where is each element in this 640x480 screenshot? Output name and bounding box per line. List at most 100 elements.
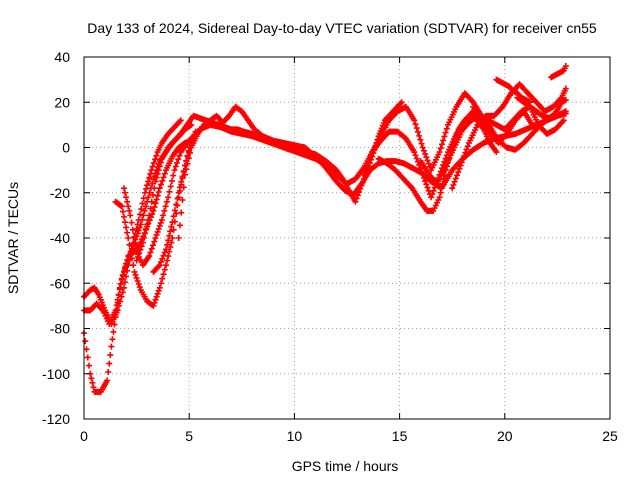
data-point (177, 117, 184, 124)
y-tick-label: 20 (54, 94, 70, 110)
data-point (84, 354, 91, 361)
data-point (451, 178, 458, 185)
data-point (124, 256, 131, 263)
data-point (456, 165, 463, 172)
data-point (159, 255, 166, 262)
data-point (118, 203, 125, 210)
data-point (143, 185, 150, 192)
data-point (150, 192, 157, 199)
data-point (119, 208, 126, 215)
data-point (157, 159, 164, 166)
data-point (163, 246, 170, 253)
data-point (139, 239, 146, 246)
data-point (131, 268, 138, 275)
data-point (147, 170, 154, 177)
data-point (413, 125, 420, 132)
data-point (136, 250, 143, 257)
data-point (158, 280, 165, 287)
data-point (431, 184, 438, 191)
x-tick-label: 10 (287, 428, 303, 444)
data-point (116, 286, 123, 293)
data-point (162, 203, 169, 210)
data-point (172, 163, 179, 170)
data-series (81, 63, 569, 395)
data-point (120, 213, 127, 220)
y-tick-label: -40 (50, 230, 70, 246)
y-tick-label: -20 (50, 185, 70, 201)
data-point (151, 238, 158, 245)
x-tick-label: 20 (497, 428, 513, 444)
data-point (154, 170, 161, 177)
data-point (120, 185, 127, 192)
data-point (368, 152, 375, 159)
data-point (358, 182, 365, 189)
data-point (124, 229, 131, 236)
data-point (362, 168, 369, 175)
data-point (118, 275, 125, 282)
data-point (106, 360, 113, 367)
data-point (428, 194, 435, 201)
data-point (153, 152, 160, 159)
data-point (160, 212, 167, 219)
data-point (127, 248, 134, 255)
data-point (107, 352, 114, 359)
data-point (140, 212, 147, 219)
data-point (359, 179, 366, 186)
data-point (158, 181, 165, 188)
data-point (437, 189, 444, 196)
data-point (134, 254, 141, 261)
data-point (156, 222, 163, 229)
data-point (179, 173, 186, 180)
data-point (146, 212, 153, 219)
data-point (123, 194, 130, 201)
data-point (136, 284, 143, 291)
data-point (184, 152, 191, 159)
data-point (117, 281, 124, 288)
data-point (160, 174, 167, 181)
data-point (176, 152, 183, 159)
data-point (463, 146, 470, 153)
data-point (164, 241, 171, 248)
y-tick-label: 40 (54, 49, 70, 65)
data-point (419, 171, 426, 178)
data-point (82, 338, 89, 345)
data-point (460, 156, 467, 163)
data-point (169, 235, 176, 241)
data-point (113, 302, 120, 309)
data-point (104, 377, 111, 384)
data-point (124, 198, 131, 205)
data-point (140, 195, 147, 202)
data-point (437, 145, 444, 152)
y-tick-label: 0 (62, 140, 70, 156)
data-point (133, 274, 140, 281)
data-point (142, 230, 149, 237)
data-point (148, 167, 155, 174)
data-point (152, 156, 159, 163)
data-point (430, 187, 437, 194)
data-point (128, 255, 135, 262)
data-point (142, 203, 149, 210)
data-point (170, 226, 177, 233)
data-point (135, 216, 142, 223)
data-point (161, 266, 168, 273)
series-track-13 (470, 103, 536, 146)
series-track-15 (514, 94, 569, 122)
data-point (145, 178, 152, 185)
data-point (161, 170, 168, 177)
y-axis-ticks: -120 -100 -80 -60 -40 -20 0 20 40 (42, 49, 610, 427)
data-point (171, 167, 178, 174)
data-point (170, 213, 177, 220)
data-point (119, 271, 126, 278)
data-point (123, 273, 130, 280)
data-point (114, 296, 121, 303)
data-point (185, 147, 192, 154)
series-track-8 (150, 108, 569, 275)
data-point (136, 211, 143, 218)
data-point (424, 184, 431, 191)
data-point (129, 226, 136, 233)
data-point (86, 362, 93, 369)
y-tick-label: -120 (42, 411, 70, 427)
data-point (363, 165, 370, 172)
data-point (423, 154, 430, 161)
data-point (119, 289, 126, 296)
